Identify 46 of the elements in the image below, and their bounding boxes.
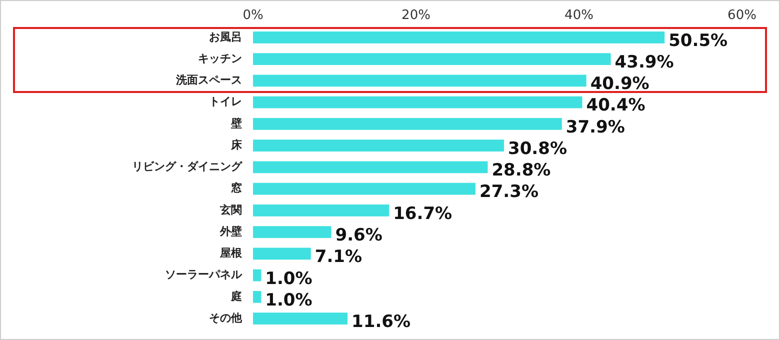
data-label: 50.5% [668, 30, 728, 51]
y-tick-label: トイレ [209, 95, 242, 108]
bar [253, 291, 262, 303]
data-label: 11.6% [352, 312, 411, 332]
data-label: 1.0% [265, 268, 312, 289]
data-label: 40.4% [586, 96, 646, 116]
data-label: 1.0% [265, 290, 312, 310]
y-tick-label: 床 [230, 138, 243, 152]
data-label: 37.9% [566, 117, 625, 138]
bar [253, 312, 348, 325]
data-label: 28.8% [492, 160, 551, 181]
bar [253, 118, 562, 130]
bar [253, 31, 665, 44]
bar [253, 53, 611, 65]
y-tick-label: お風呂 [209, 30, 242, 44]
y-tick-label: 洗面スペース [175, 74, 242, 87]
x-tick-label: 20% [402, 8, 430, 24]
y-tick-label: その他 [209, 311, 243, 324]
y-tick-label: 壁 [230, 116, 242, 130]
bar [253, 161, 488, 174]
y-tick-label: ソーラーパネル [165, 268, 243, 282]
bar [253, 248, 311, 260]
data-label: 16.7% [393, 204, 452, 224]
y-tick-label: リビング・ダイニング [132, 160, 243, 174]
y-tick-label: 庭 [230, 290, 242, 303]
x-tick-label: 60% [728, 8, 756, 24]
x-tick-label: 40% [564, 8, 594, 24]
data-label: 7.1% [314, 247, 362, 268]
bar [253, 140, 504, 152]
data-label: 30.8% [508, 138, 568, 159]
data-label: 43.9% [614, 52, 674, 72]
bar [253, 269, 262, 282]
bar [253, 182, 476, 195]
y-tick-label: 屋根 [219, 246, 243, 260]
data-label: 27.3% [479, 182, 538, 202]
y-tick-label: 窓 [231, 182, 242, 195]
y-tick-label: キッチン [198, 52, 242, 65]
bar [253, 204, 390, 216]
bar [253, 226, 332, 238]
bar [253, 96, 582, 108]
data-label: 40.9% [590, 74, 650, 94]
y-tick-label: 玄関 [219, 203, 242, 216]
y-tick-label: 外壁 [219, 224, 242, 238]
data-label: 9.6% [335, 225, 382, 246]
bar [253, 74, 586, 87]
x-tick-label: 0% [242, 8, 264, 24]
